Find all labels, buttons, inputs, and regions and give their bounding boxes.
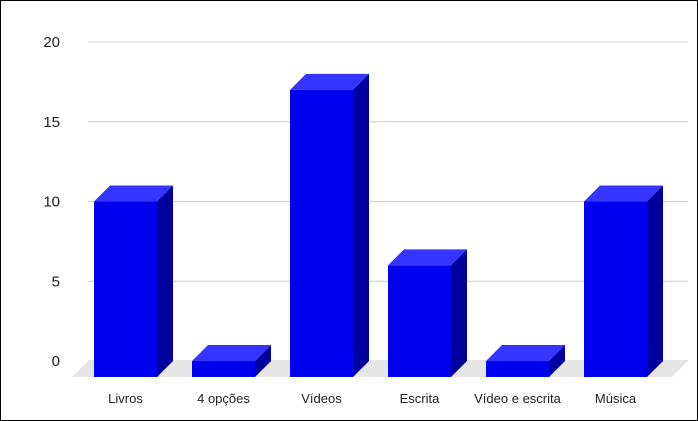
bar-front-5	[584, 201, 647, 377]
bar-side-0	[157, 185, 173, 377]
y-tick-label: 10	[43, 194, 60, 211]
y-tick-label: 0	[52, 353, 60, 370]
bar-front-1	[192, 361, 255, 377]
bar-side-1	[255, 345, 271, 377]
bar-front-3	[388, 265, 451, 377]
bar-front-0	[94, 201, 157, 377]
y-tick-label: 15	[43, 114, 60, 131]
x-tick-label: Vídeo e escrita	[474, 391, 561, 406]
bar-top-0	[94, 185, 173, 202]
bar-top-3	[388, 249, 467, 266]
x-tick-label: Escrita	[400, 391, 441, 406]
bar-side-4	[549, 345, 565, 377]
y-tick-label: 20	[43, 34, 60, 51]
bar-front-4	[486, 361, 549, 377]
x-tick-label: Vídeos	[301, 391, 342, 406]
bar-front-2	[290, 89, 353, 378]
bar-side-5	[647, 185, 663, 377]
x-tick-label: 4 opções	[197, 391, 250, 406]
bar-top-2	[290, 73, 369, 90]
x-tick-label: Livros	[108, 391, 143, 406]
bar-top-4	[486, 345, 565, 362]
y-tick-label: 5	[52, 273, 60, 290]
bar-side-2	[353, 73, 369, 378]
bar-top-1	[192, 345, 271, 362]
bar-side-3	[451, 249, 467, 377]
bar-top-5	[584, 185, 663, 202]
x-tick-label: Música	[595, 391, 637, 406]
